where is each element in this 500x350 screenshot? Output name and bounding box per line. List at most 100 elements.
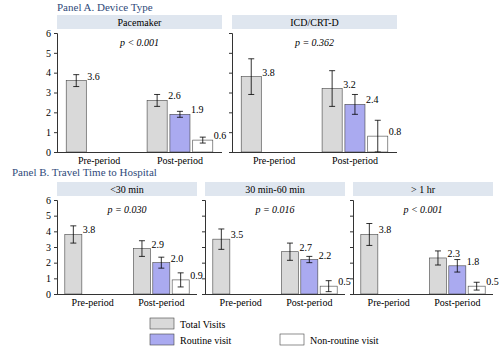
y-tick: 1 (46, 127, 57, 138)
figure: Panel A. Device TypePanel B. Travel Time… (0, 0, 500, 350)
error-bar (435, 251, 441, 265)
y-tick-label: 1 (46, 273, 51, 284)
error-bar (306, 256, 312, 262)
error-bar (329, 71, 335, 107)
bar (66, 81, 86, 152)
y-tick (202, 278, 205, 279)
facet-strip (205, 182, 345, 196)
x-tick-label: Pre-period (78, 155, 120, 166)
y-tick (350, 263, 353, 264)
x-axis-line (57, 294, 197, 295)
subtitle: p = 0.016 (254, 204, 294, 215)
x-tick: Pre-period (368, 294, 410, 308)
x-tick: Pre-period (220, 294, 262, 308)
subtitle: p < 0.001 (119, 37, 159, 48)
y-tick (202, 263, 205, 264)
y-axis-line (229, 34, 233, 153)
y-tick (229, 73, 232, 74)
x-axis-line (232, 152, 397, 153)
y-axis: 0123456 (46, 28, 58, 158)
x-tick-label: Post-period (157, 155, 203, 166)
y-tick-label: 3 (46, 242, 51, 253)
bars (66, 75, 213, 152)
error-bar (326, 281, 332, 292)
bar (301, 260, 318, 294)
y-tick (229, 112, 232, 113)
x-axis-line (57, 152, 222, 153)
y-tick (229, 93, 232, 94)
x-axis: Pre-periodPost-period (353, 294, 493, 308)
y-tick-mark (202, 263, 205, 264)
y-tick-mark (229, 53, 232, 54)
y-tick: 3 (46, 87, 57, 98)
y-tick (350, 231, 353, 232)
x-tick-label: Pre-period (368, 297, 410, 308)
data-labels: 3.8 3.2 2.4 0.8 (262, 67, 401, 138)
data-label: 1.8 (467, 256, 480, 267)
legend-item: Non-routine visit (280, 334, 379, 346)
y-tick-mark (54, 152, 57, 153)
y-tick-mark (54, 93, 57, 94)
x-tick-label: Pre-period (253, 155, 295, 166)
bars (65, 226, 189, 294)
data-label: 3.8 (379, 224, 392, 235)
data-label: 0.8 (389, 126, 402, 137)
error-bar (454, 260, 460, 273)
y-tick-mark (350, 247, 353, 248)
error-bar (366, 224, 372, 246)
y-axis-line (54, 201, 58, 295)
y-tick-label: 5 (46, 210, 51, 221)
y-axis-line (202, 201, 206, 295)
data-label: 2.3 (447, 248, 460, 259)
x-tick: Post-period (138, 294, 184, 308)
y-tick (229, 53, 232, 54)
bars (361, 224, 485, 295)
error-bar (352, 94, 358, 114)
y-tick-label: 2 (46, 107, 51, 118)
data-label: 2.2 (319, 250, 332, 261)
y-axis (350, 201, 354, 295)
y-tick-label: 6 (46, 28, 51, 39)
x-axis: Pre-period Post-period (205, 294, 345, 308)
facet-strip (57, 182, 197, 196)
facet: <30 min0123456Pre-periodPost-period3.82.… (46, 182, 203, 308)
data-label: 2.4 (366, 94, 379, 105)
legend-swatch (280, 334, 304, 345)
x-axis-line (205, 294, 345, 295)
y-tick-mark (202, 231, 205, 232)
y-axis (229, 34, 233, 153)
error-bar (287, 243, 293, 260)
legend-label: Total Visits (180, 319, 226, 330)
facet: 30 min-60 minPre-periodPost-period3.52.7… (202, 182, 351, 308)
y-tick-mark (54, 231, 57, 232)
subtitle: p < 0.001 (402, 204, 442, 215)
legend-item: Total Visits (150, 318, 226, 330)
x-tick: Pre-period (78, 152, 120, 166)
y-tick-mark (54, 200, 57, 201)
error-bar (474, 282, 480, 290)
data-label: 3.8 (262, 67, 275, 78)
data-label: 3.2 (343, 79, 356, 90)
y-tick-label: 6 (46, 195, 51, 206)
y-tick-mark (350, 278, 353, 279)
y-tick-mark (350, 231, 353, 232)
x-tick: Post-period (157, 152, 203, 166)
subtitle: p = 0.030 (106, 204, 146, 215)
data-labels: 3.82.31.80.5 (379, 224, 499, 287)
y-tick (202, 200, 205, 201)
facet-title: ICD/CRT-D (290, 17, 338, 28)
y-tick (229, 132, 232, 133)
y-tick-mark (350, 216, 353, 217)
y-tick (202, 231, 205, 232)
facet-title: Pacemaker (118, 17, 163, 28)
y-axis (202, 201, 206, 295)
y-tick-mark (54, 247, 57, 248)
data-labels: 3.62.61.90.6 (87, 71, 226, 142)
error-bar (375, 120, 381, 152)
y-tick-mark (202, 294, 205, 295)
y-tick-mark (202, 216, 205, 217)
y-tick-mark (54, 263, 57, 264)
x-tick: Post-period (332, 152, 378, 166)
x-tick-label: Post-period (286, 297, 332, 308)
error-bar (200, 137, 206, 143)
